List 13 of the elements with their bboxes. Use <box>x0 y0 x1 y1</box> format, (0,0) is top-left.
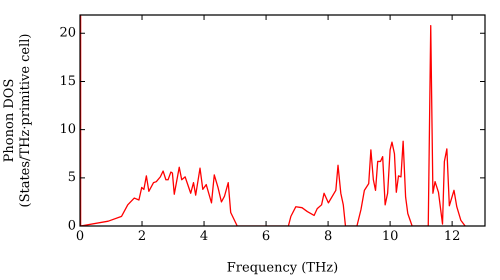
y-tick-label: 20 <box>59 26 76 41</box>
x-tick-label: 10 <box>382 229 398 244</box>
y-tick-label: 10 <box>59 122 76 138</box>
x-tick-label: 4 <box>200 229 208 244</box>
y-axis-title: Phonon DOS (States/THz·primitive cell) <box>2 33 33 208</box>
x-axis-title: Frequency (THz) <box>226 260 338 276</box>
x-tick-label: 8 <box>324 229 332 244</box>
x-tick-label: 12 <box>444 229 460 244</box>
x-tick-label: 6 <box>262 229 270 244</box>
y-tick-label: 0 <box>68 218 76 234</box>
x-tick-label: 2 <box>138 229 146 244</box>
y-tick-label: 5 <box>68 170 76 186</box>
y-tick-label: 15 <box>59 74 76 89</box>
